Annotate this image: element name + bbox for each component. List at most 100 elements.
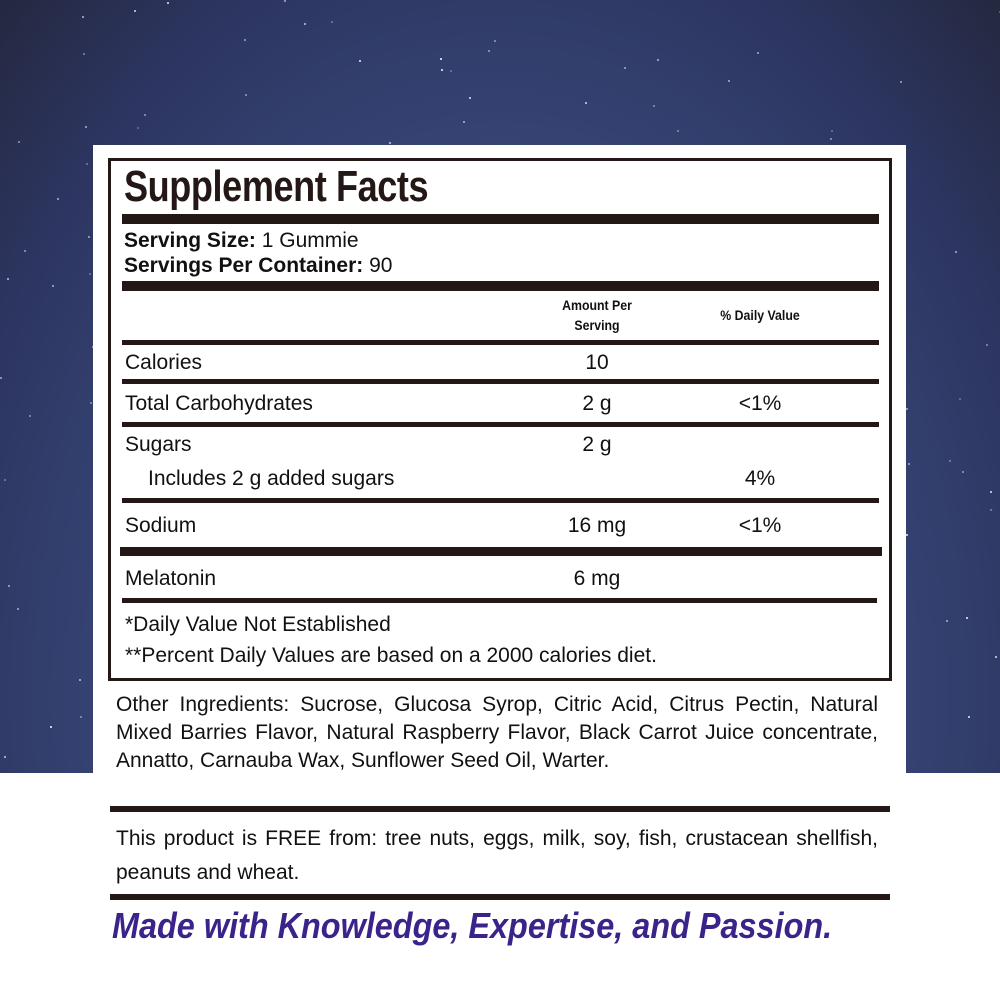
- star: [79, 715, 82, 718]
- servings-label: Servings Per Container:: [124, 254, 364, 277]
- servings-value: 90: [369, 254, 393, 277]
- tagline: Made with Knowledge, Expertise, and Pass…: [112, 905, 833, 946]
- amount-header-line1: Amount Per: [562, 297, 632, 313]
- star: [998, 10, 1000, 13]
- star: [757, 51, 760, 54]
- star: [488, 49, 491, 52]
- star: [359, 59, 362, 62]
- star: [24, 250, 27, 253]
- star: [494, 40, 497, 43]
- star: [78, 679, 81, 682]
- row-name: Calories: [125, 351, 203, 374]
- serving-size: Serving Size: 1 Gummie: [124, 229, 359, 253]
- star: [91, 345, 94, 348]
- star: [304, 22, 307, 25]
- amount-header-line2: Serving: [574, 317, 620, 333]
- serving-size-value: 1 Gummie: [261, 229, 359, 252]
- divider: [122, 281, 879, 291]
- star: [955, 251, 958, 254]
- star: [243, 39, 246, 42]
- row-name: Total Carbohydrates: [125, 392, 313, 415]
- star: [88, 235, 91, 238]
- footnote: **Percent Daily Values are based on a 20…: [125, 644, 657, 667]
- divider: [122, 379, 879, 384]
- amount-header: Amount Per Serving: [544, 295, 650, 335]
- star: [143, 113, 146, 116]
- star: [900, 81, 903, 84]
- star: [905, 534, 908, 537]
- divider: [120, 547, 882, 556]
- star: [968, 716, 971, 719]
- star: [245, 94, 248, 97]
- star: [965, 617, 968, 620]
- row-dv: 4%: [744, 467, 776, 490]
- star: [948, 460, 951, 463]
- supplement-facts-box: [108, 158, 892, 681]
- star: [585, 101, 588, 104]
- star: [462, 121, 465, 124]
- star: [82, 52, 85, 55]
- star: [3, 756, 6, 759]
- facts-title: Supplement Facts: [124, 162, 429, 211]
- star: [28, 414, 31, 417]
- allergen-statement: This product is FREE from: tree nuts, eg…: [116, 827, 878, 884]
- star: [469, 96, 472, 99]
- star: [961, 470, 964, 473]
- star: [441, 69, 444, 72]
- divider: [122, 598, 877, 603]
- star: [985, 344, 988, 347]
- serving-size-label: Serving Size:: [124, 229, 256, 252]
- star: [906, 408, 909, 411]
- divider: [122, 422, 879, 427]
- divider: [122, 498, 879, 503]
- row-amount: 2 g: [582, 433, 612, 456]
- star: [90, 401, 93, 404]
- star: [945, 620, 948, 623]
- star: [990, 509, 993, 512]
- footnote: *Daily Value Not Established: [125, 613, 391, 636]
- star: [89, 272, 92, 275]
- star: [388, 142, 391, 145]
- star: [136, 127, 139, 130]
- star: [624, 66, 626, 69]
- star: [907, 463, 910, 466]
- star: [728, 79, 731, 82]
- other-ingredients: Other Ingredients: Sucrose, Glucosa Syro…: [116, 693, 878, 772]
- star: [657, 59, 660, 62]
- star: [440, 58, 443, 61]
- row-amount: 6 mg: [573, 567, 621, 590]
- daily-value-header: % Daily Value: [720, 307, 800, 323]
- servings-per-container: Servings Per Container: 90: [124, 254, 392, 278]
- row-amount: 16 mg: [567, 514, 627, 537]
- divider: [122, 214, 879, 224]
- star: [3, 478, 6, 481]
- row-amount: 10: [585, 351, 609, 374]
- star: [133, 9, 136, 12]
- star: [86, 162, 89, 165]
- star: [830, 137, 833, 140]
- row-amount: 2 g: [582, 392, 612, 415]
- star: [8, 584, 11, 587]
- star: [283, 0, 286, 3]
- row-dv: <1%: [738, 392, 782, 415]
- star: [18, 141, 21, 144]
- row-name: Sugars: [125, 433, 192, 456]
- star: [50, 725, 53, 728]
- divider: [110, 806, 890, 812]
- star: [450, 69, 453, 72]
- row-name: Melatonin: [125, 567, 217, 590]
- star: [994, 655, 997, 658]
- row-name: Sodium: [125, 514, 197, 537]
- star: [330, 21, 333, 24]
- star: [81, 16, 84, 19]
- star: [652, 105, 655, 108]
- star: [51, 285, 54, 288]
- star: [85, 126, 88, 129]
- row-name: Includes 2 g added sugars: [148, 467, 395, 490]
- star: [959, 397, 962, 400]
- divider: [122, 340, 879, 345]
- row-dv: <1%: [738, 514, 782, 537]
- divider: [110, 894, 890, 900]
- star: [830, 130, 833, 133]
- star: [989, 490, 992, 493]
